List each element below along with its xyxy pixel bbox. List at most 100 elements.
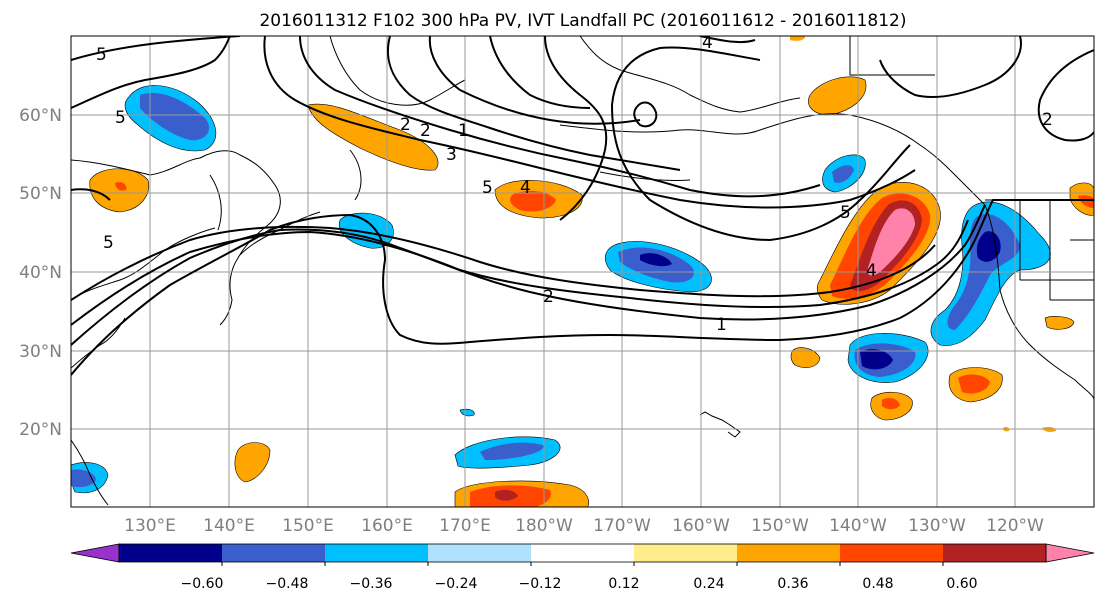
coastline xyxy=(559,113,986,206)
longitude-label: 180°W xyxy=(515,516,573,536)
contour-label: 2 xyxy=(543,287,554,307)
pv-contour-line xyxy=(71,225,936,301)
anomaly-region xyxy=(510,190,556,212)
colorbar-segment xyxy=(737,544,841,562)
colorbar-segment xyxy=(325,544,429,562)
pv-contour-line xyxy=(633,101,658,128)
colorbar-tick-label: 0.12 xyxy=(608,576,639,592)
latitude-label: 50°N xyxy=(19,184,62,204)
anomaly-region xyxy=(867,208,915,276)
pv-contour-line xyxy=(386,36,681,171)
border xyxy=(849,36,935,76)
colorbar-tick-label: −0.48 xyxy=(266,576,309,592)
latitude-label: 20°N xyxy=(19,420,62,440)
coastlines xyxy=(71,36,1094,506)
pv-contour-line xyxy=(879,36,1022,98)
longitude-label: 130°E xyxy=(124,516,176,536)
contour-label: 2 xyxy=(400,115,411,135)
border xyxy=(1019,200,1094,301)
colorbar-segment xyxy=(634,544,738,562)
coastline xyxy=(71,439,109,506)
contour-label: 3 xyxy=(446,145,457,165)
map-panel: 5 5 5 4 2 1 2 3 5 4 5 2 1 2 4 xyxy=(70,33,1095,508)
pv-contour-line xyxy=(71,204,986,346)
pv-contour-line xyxy=(1037,49,1094,142)
colorbar-segment xyxy=(943,544,1047,562)
pv-contour-line xyxy=(489,36,591,109)
contour-label: 4 xyxy=(866,261,877,281)
pv-contour-line xyxy=(71,199,1094,376)
colorbar-tick-label: 0.24 xyxy=(693,576,724,592)
longitude-label: 150°E xyxy=(282,516,334,536)
colorbar-tick-label: −0.36 xyxy=(350,576,393,592)
latitude-label: 60°N xyxy=(19,106,62,126)
anomaly-region xyxy=(882,397,900,410)
pv-contour-line xyxy=(71,188,111,201)
pv-contours xyxy=(71,36,1094,376)
coastline xyxy=(349,149,362,201)
contour-label: 5 xyxy=(115,108,126,128)
colorbar xyxy=(70,543,1095,566)
contour-label: 1 xyxy=(716,315,727,335)
anomaly-region xyxy=(832,165,854,183)
coastline xyxy=(209,174,222,231)
contour-label: 2 xyxy=(1042,110,1053,130)
colorbar-segment xyxy=(222,544,326,562)
colorbar-segment xyxy=(840,544,944,562)
longitude-label: 160°W xyxy=(672,516,730,536)
longitude-label: 140°E xyxy=(203,516,255,536)
colorbar-tick-label: −0.24 xyxy=(435,576,478,592)
contour-label: 5 xyxy=(103,233,114,253)
longitude-label: 140°W xyxy=(829,516,887,536)
longitude-label: 130°W xyxy=(908,516,966,536)
longitude-axis: 130°E 140°E 150°E 160°E 170°E 180°W 170°… xyxy=(124,516,1044,536)
coastline xyxy=(71,227,216,301)
coastline xyxy=(984,204,1094,401)
colorbar-segment xyxy=(428,544,532,562)
coastline xyxy=(329,36,466,106)
latitude-label: 30°N xyxy=(19,342,62,362)
contour-label: 1 xyxy=(458,121,469,141)
colorbar-tick-label: 0.48 xyxy=(862,576,893,592)
contour-label: 5 xyxy=(482,178,493,198)
anomaly-region xyxy=(958,374,990,394)
coastline xyxy=(239,211,321,256)
colorbar-segment xyxy=(531,544,635,562)
contour-labels: 5 5 5 4 2 1 2 3 5 4 5 2 1 2 4 xyxy=(96,33,1053,335)
anomaly-region xyxy=(480,442,545,460)
longitude-label: 160°E xyxy=(361,516,413,536)
coastline xyxy=(599,171,691,182)
colorbar-tick-label: 0.36 xyxy=(777,576,808,592)
coastline xyxy=(699,411,741,438)
colorbar-tick-labels: −0.60 −0.48 −0.36 −0.24 −0.12 0.12 0.24 … xyxy=(181,576,978,592)
anomaly-region xyxy=(89,168,150,213)
coastline xyxy=(71,150,281,326)
anomaly-region xyxy=(860,349,893,370)
contour-label: 4 xyxy=(702,33,713,53)
anomaly-region xyxy=(1044,316,1075,330)
figure-title: 2016011312 F102 300 hPa PV, IVT Landfall… xyxy=(259,11,906,31)
anomaly-region xyxy=(495,489,518,501)
contour-label: 5 xyxy=(840,203,851,223)
contour-label: 2 xyxy=(420,121,431,141)
contour-label: 5 xyxy=(96,45,107,65)
anomaly-region xyxy=(790,36,806,41)
anomaly-region xyxy=(140,92,210,141)
pv-contour-line xyxy=(299,36,821,198)
anomaly-region xyxy=(234,442,271,483)
coastline xyxy=(579,36,801,113)
longitude-label: 120°W xyxy=(986,516,1044,536)
coastline xyxy=(71,317,126,369)
anomaly-region xyxy=(640,253,672,267)
colorbar-segment xyxy=(119,544,223,562)
anomaly-region xyxy=(115,182,127,191)
anomaly-region xyxy=(459,408,475,417)
anomaly-region xyxy=(808,76,867,116)
pv-contour-line xyxy=(263,36,916,209)
pv-contour-line xyxy=(544,36,608,221)
pv-contour-line xyxy=(610,46,911,242)
anomaly-region xyxy=(790,347,821,368)
pv-contour-line xyxy=(71,219,969,326)
colorbar-tick-label: −0.12 xyxy=(519,576,562,592)
